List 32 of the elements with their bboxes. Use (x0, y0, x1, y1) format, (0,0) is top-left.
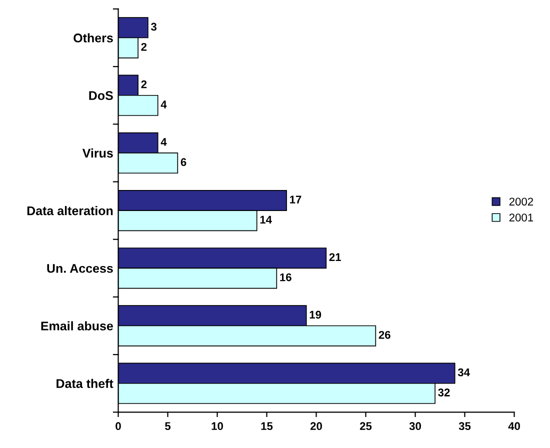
y-tick-label: Data theft (56, 378, 114, 388)
x-tick-label: 30 (409, 422, 421, 430)
y-tick-label: Email abuse (41, 321, 113, 330)
data-label: 34 (458, 368, 470, 376)
legend-label: 2002 (509, 198, 534, 206)
x-tick-label: 40 (508, 422, 520, 430)
data-label: 3 (150, 22, 157, 31)
y-tick-label: Virus (82, 148, 113, 158)
data-label: 21 (329, 253, 341, 261)
data-label: 4 (160, 138, 167, 146)
x-tick-label: 10 (212, 422, 223, 430)
data-label: 19 (310, 310, 322, 319)
x-tick-label: 0 (116, 422, 121, 430)
data-label: 4 (160, 100, 167, 108)
y-tick-label: Data alteration (27, 206, 113, 216)
data-label: 6 (180, 158, 186, 166)
x-tick-label: 5 (165, 422, 171, 430)
y-tick-label: DoS (89, 91, 113, 100)
data-label: 26 (378, 330, 390, 339)
data-label: 14 (260, 216, 272, 224)
data-label: 2 (141, 42, 147, 51)
x-tick-label: 25 (360, 422, 372, 430)
y-tick-label: Others (74, 33, 113, 42)
data-label: 17 (290, 196, 302, 204)
data-label: 2 (141, 80, 147, 88)
legend-label: 2001 (509, 214, 534, 222)
x-tick-label: 35 (458, 422, 471, 430)
data-label: 32 (438, 388, 450, 396)
x-tick-label: 15 (261, 422, 273, 430)
x-tick-label: 20 (310, 422, 322, 430)
y-tick-label: Un. Access (47, 264, 113, 273)
data-label: 16 (280, 273, 292, 282)
